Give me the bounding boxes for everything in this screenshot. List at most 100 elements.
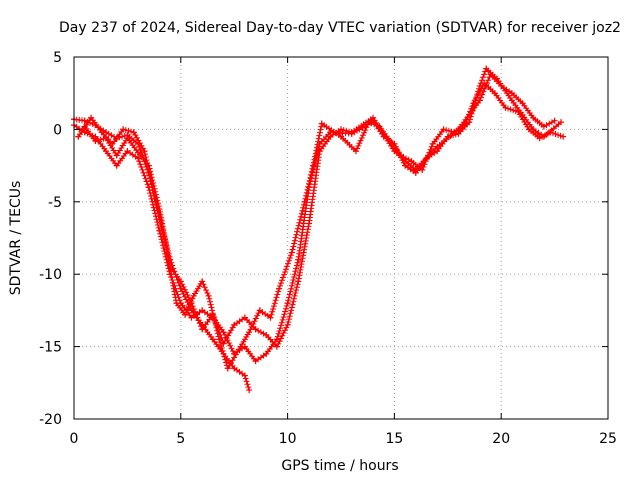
series-4-point (476, 97, 483, 104)
plot-frame (73, 56, 609, 420)
series-4-point (188, 300, 195, 307)
series-4-point (145, 162, 152, 169)
series-2-point (483, 65, 490, 72)
y-tick-label: 5 (53, 50, 62, 66)
series-4-point (113, 152, 120, 159)
series-3-point (256, 307, 263, 314)
x-tick-label: 25 (599, 431, 617, 447)
series-2-point (135, 155, 142, 162)
series-4-point (530, 114, 537, 121)
series-3-point (130, 129, 137, 136)
series-4-point (551, 117, 558, 124)
series-4-point (124, 135, 131, 142)
x-tick-label: 5 (176, 431, 185, 447)
series-4-point (412, 166, 419, 173)
series-4-point (199, 326, 206, 333)
series-4-point (167, 263, 174, 270)
series-4-point (455, 126, 462, 133)
grid-lines (74, 57, 608, 419)
series-1-point (246, 387, 253, 394)
y-axis-label: SDTVAR / TECUs (8, 181, 24, 296)
series-3-point (318, 120, 325, 127)
series-2-line (73, 67, 562, 362)
series-3-point (310, 162, 317, 169)
series-1-markers (71, 116, 252, 391)
series-3-point (429, 140, 436, 147)
y-tick-label: -20 (39, 412, 62, 428)
series-4-point (305, 220, 312, 227)
x-tick-label: 15 (385, 431, 403, 447)
chart-title: Day 237 of 2024, Sidereal Day-to-day VTE… (59, 20, 621, 36)
series-4-point (295, 278, 302, 285)
series-3-point (525, 126, 532, 133)
series-3-point (536, 135, 543, 142)
series-3-point (246, 329, 253, 336)
series-4-point (327, 133, 334, 140)
series-2-point (199, 307, 206, 314)
series-4-point (370, 114, 377, 121)
series-3-point (75, 133, 82, 140)
series-2-point (295, 256, 302, 263)
series-3-point (515, 109, 522, 116)
series-4-point (284, 321, 291, 328)
series-3-point (205, 292, 212, 299)
x-tick-label: 10 (279, 431, 297, 447)
series-1-point (81, 117, 88, 124)
series-3-point (419, 166, 426, 173)
y-tick-label: 0 (53, 122, 62, 138)
series-2-point (103, 148, 110, 155)
series-2-point (124, 148, 131, 155)
y-tick-label: -15 (39, 340, 62, 356)
series-3-point (182, 311, 189, 318)
series-4-point (252, 326, 259, 333)
series-2-point (558, 119, 565, 126)
series-4-point (273, 343, 280, 350)
series-4-point (103, 135, 110, 142)
y-tick-label: -5 (48, 195, 62, 211)
series-2-point (188, 314, 195, 321)
series-4-point (220, 340, 227, 347)
series-4-point (338, 126, 344, 133)
series-4-point (81, 123, 88, 130)
series-3-point (338, 133, 344, 140)
x-axis-label: GPS time / hours (281, 458, 398, 474)
series-2-point (508, 97, 515, 104)
series-3-point (267, 314, 274, 321)
series-3-point (120, 126, 127, 133)
series-3-point (88, 114, 95, 121)
series-3-point (547, 129, 554, 136)
series-3-point (190, 292, 197, 299)
series-2-markers (71, 65, 562, 365)
series-1-point (231, 365, 238, 372)
series-3-point (98, 129, 105, 136)
series-3-point (491, 90, 498, 97)
series-4-point (348, 129, 355, 136)
series-2-point (263, 350, 270, 357)
series-4-point (209, 311, 216, 318)
series-3-point (440, 126, 447, 133)
y-tick-labels: 5 0 -5 -10 -15 -20 (39, 50, 62, 428)
series-group (71, 65, 567, 394)
series-3-point (301, 198, 308, 205)
series-4-point (135, 149, 142, 156)
series-4-point (241, 314, 248, 321)
series-4-point (498, 82, 505, 89)
series-4-point (316, 148, 323, 155)
series-4-point (391, 148, 398, 155)
x-tick-label: 20 (492, 431, 510, 447)
series-4-point (231, 321, 238, 328)
series-4-point (540, 123, 547, 130)
series-3-point (141, 148, 148, 155)
series-3-point (502, 104, 509, 111)
series-4-point (508, 90, 515, 97)
series-3-point (352, 148, 359, 155)
series-3-point (199, 278, 206, 285)
series-2-point (284, 300, 291, 307)
series-4-point (487, 71, 494, 78)
series-1-point (209, 336, 216, 343)
x-tick-labels: 0 5 10 15 20 25 (70, 431, 617, 447)
y-tick-label: -10 (39, 267, 62, 283)
axis-ticks (73, 56, 609, 420)
series-4-point (263, 332, 270, 339)
